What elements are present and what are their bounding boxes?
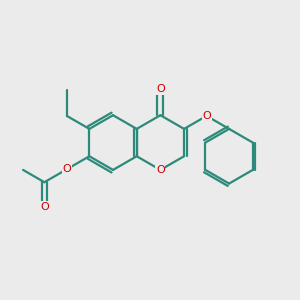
Text: O: O	[62, 164, 71, 174]
Text: O: O	[202, 111, 211, 121]
Text: O: O	[156, 165, 165, 175]
Text: O: O	[156, 84, 165, 94]
Text: O: O	[40, 202, 49, 212]
